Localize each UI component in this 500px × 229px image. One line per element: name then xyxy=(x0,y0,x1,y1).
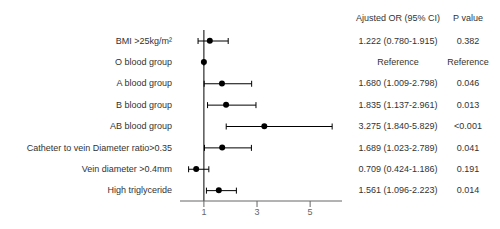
svg-text:0.046: 0.046 xyxy=(457,78,480,88)
svg-text:O blood group: O blood group xyxy=(115,57,172,67)
svg-text:High triglyceride: High triglyceride xyxy=(107,185,172,195)
svg-text:1: 1 xyxy=(201,207,206,217)
svg-text:A blood group: A blood group xyxy=(116,78,172,88)
svg-text:0.041: 0.041 xyxy=(457,143,480,153)
svg-text:3: 3 xyxy=(255,207,260,217)
svg-text:5: 5 xyxy=(308,207,313,217)
svg-text:0.014: 0.014 xyxy=(457,185,480,195)
svg-text:AB blood group: AB blood group xyxy=(110,121,172,131)
svg-text:1.561 (1.096-2.223): 1.561 (1.096-2.223) xyxy=(358,185,437,195)
svg-text:3.275 (1.840-5.829): 3.275 (1.840-5.829) xyxy=(358,121,437,131)
svg-text:B blood group: B blood group xyxy=(116,100,172,110)
svg-text:BMI >25kg/m²: BMI >25kg/m² xyxy=(116,36,172,46)
svg-text:1.689 (1.023-2.789): 1.689 (1.023-2.789) xyxy=(358,143,437,153)
svg-text:0.709 (0.424-1.186): 0.709 (0.424-1.186) xyxy=(358,164,437,174)
html-text:Ajusted OR (95% CI): Ajusted OR (95% CI) xyxy=(356,13,440,23)
svg-text:0.013: 0.013 xyxy=(457,100,480,110)
svg-text:Vein diameter >0.4mm: Vein diameter >0.4mm xyxy=(82,164,172,174)
svg-text:Reference: Reference xyxy=(447,57,489,67)
svg-text:1.222 (0.780-1.915): 1.222 (0.780-1.915) xyxy=(358,36,437,46)
html-text:P value: P value xyxy=(453,13,483,23)
svg-text:0.191: 0.191 xyxy=(457,164,480,174)
svg-text:1.835 (1.137-2.961): 1.835 (1.137-2.961) xyxy=(358,100,437,110)
svg-text:1.680 (1.009-2.798): 1.680 (1.009-2.798) xyxy=(358,78,437,88)
svg-text:0.382: 0.382 xyxy=(457,36,480,46)
svg-text:Catheter to vein Diameter rati: Catheter to vein Diameter ratio>0.35 xyxy=(27,143,172,153)
svg-text:<0.001: <0.001 xyxy=(454,121,482,131)
svg-text:Reference: Reference xyxy=(377,57,419,67)
